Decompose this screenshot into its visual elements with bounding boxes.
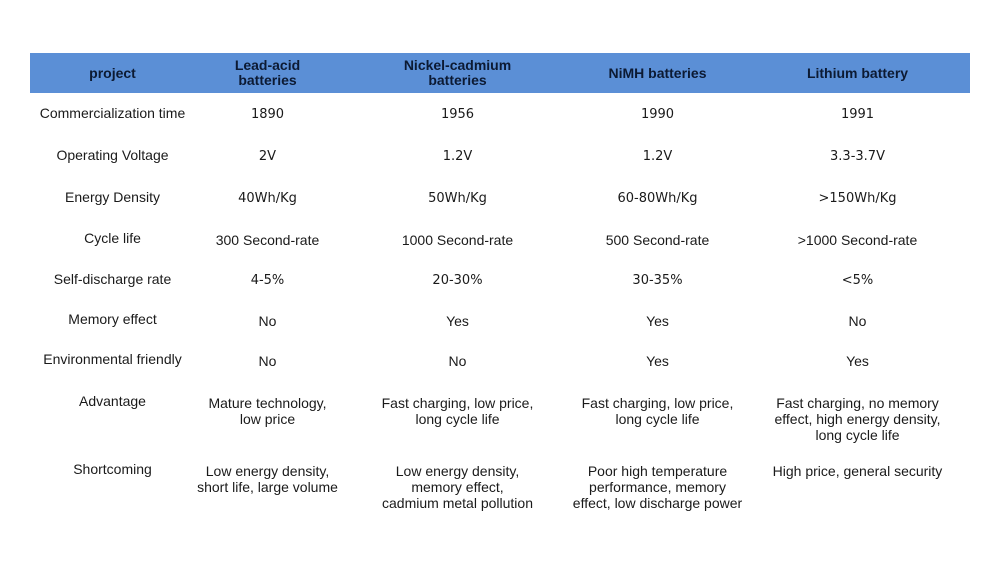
table-cell: 40Wh/Kg xyxy=(238,191,297,206)
row-label: Shortcoming xyxy=(73,461,152,477)
table-cell: 1990 xyxy=(640,107,675,122)
table-cell: 50Wh/Kg xyxy=(428,191,487,206)
table-cell: 1991 xyxy=(840,107,875,122)
header-project: project xyxy=(89,64,136,81)
table-cell: 20-30% xyxy=(432,273,483,288)
table-cell: 500 Second-rate xyxy=(605,232,710,248)
table-cell: Low energy density, memory effect, cadmi… xyxy=(382,463,533,511)
row-label: Environmental friendly xyxy=(43,351,182,367)
table-cell: Fast charging, no memory effect, high en… xyxy=(774,395,941,443)
table-cell: Mature technology, low price xyxy=(208,395,327,427)
header-nimh: NiMH batteries xyxy=(608,64,707,81)
table-cell: 2V xyxy=(258,149,277,164)
table-cell: 3.3-3.7V xyxy=(830,149,885,164)
table-cell: 30-35% xyxy=(632,273,683,288)
table-cell: Yes xyxy=(446,313,469,329)
header-lithium: Lithium battery xyxy=(806,64,909,81)
row-label: Memory effect xyxy=(68,311,157,327)
table-cell: Yes xyxy=(846,353,869,369)
table-cell: Poor high temperature performance, memor… xyxy=(572,463,743,511)
table-cell: Low energy density, short life, large vo… xyxy=(197,463,338,495)
table-cell: 1.2V xyxy=(642,149,673,164)
row-label: Energy Density xyxy=(65,189,160,205)
table-header: project Lead-acid batteries Nickel-cadmi… xyxy=(30,53,970,93)
table-cell: No xyxy=(258,353,277,369)
header-nickel-cadmium: Nickel-cadmium batteries xyxy=(403,57,512,88)
header-lead-acid: Lead-acid batteries xyxy=(234,57,301,88)
row-label: Self-discharge rate xyxy=(53,271,172,287)
table-cell: No xyxy=(848,313,867,329)
row-label: Advantage xyxy=(79,393,146,409)
table-cell: High price, general security xyxy=(772,463,943,479)
table-cell: 60-80Wh/Kg xyxy=(617,191,698,206)
table-cell: 1.2V xyxy=(442,149,473,164)
table-cell: 300 Second-rate xyxy=(215,232,320,248)
table-cell: 1890 xyxy=(250,107,285,122)
table-cell: Yes xyxy=(646,353,669,369)
row-label: Operating Voltage xyxy=(56,147,169,163)
table-cell: 4-5% xyxy=(250,273,285,288)
table-cell: No xyxy=(448,353,467,369)
table-cell: Yes xyxy=(646,313,669,329)
table-cell: >1000 Second-rate xyxy=(797,232,918,248)
row-label: Commercialization time xyxy=(39,105,186,121)
table-cell: Fast charging, low price, long cycle lif… xyxy=(381,395,534,427)
table-cell: No xyxy=(258,313,277,329)
table-cell: Fast charging, low price, long cycle lif… xyxy=(581,395,734,427)
table-cell: 1000 Second-rate xyxy=(401,232,514,248)
row-label: Cycle life xyxy=(84,230,141,246)
table-cell: >150Wh/Kg xyxy=(818,191,897,206)
table-cell: <5% xyxy=(841,273,874,288)
table-cell: 1956 xyxy=(440,107,475,122)
